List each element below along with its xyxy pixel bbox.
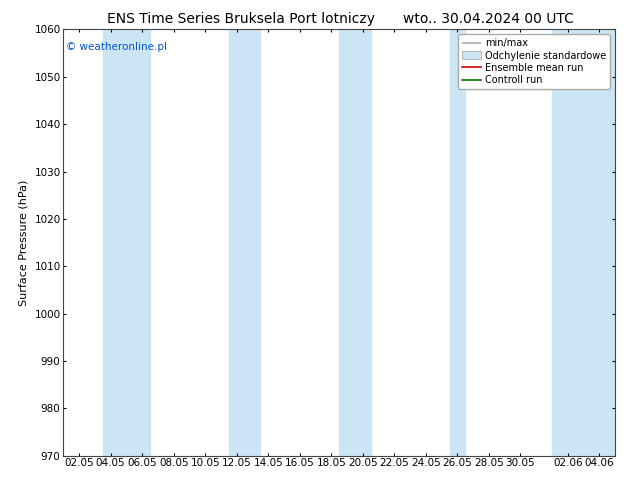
Text: © weatheronline.pl: © weatheronline.pl — [66, 42, 167, 52]
Y-axis label: Surface Pressure (hPa): Surface Pressure (hPa) — [19, 179, 29, 306]
Text: wto.. 30.04.2024 00 UTC: wto.. 30.04.2024 00 UTC — [403, 12, 574, 26]
Bar — [552, 29, 615, 456]
Bar — [103, 29, 150, 456]
Bar — [339, 29, 371, 456]
Text: ENS Time Series Bruksela Port lotniczy: ENS Time Series Bruksela Port lotniczy — [107, 12, 375, 26]
Legend: min/max, Odchylenie standardowe, Ensemble mean run, Controll run: min/max, Odchylenie standardowe, Ensembl… — [458, 34, 610, 89]
Bar — [450, 29, 465, 456]
Bar — [229, 29, 261, 456]
